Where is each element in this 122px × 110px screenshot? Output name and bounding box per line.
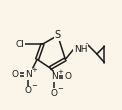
Text: N: N (51, 72, 58, 81)
Text: N: N (25, 70, 32, 79)
Text: −: − (31, 83, 37, 90)
Text: NH: NH (74, 45, 87, 54)
Text: O: O (12, 70, 19, 79)
Text: Cl: Cl (15, 40, 24, 49)
Text: −: − (57, 86, 63, 92)
Text: +: + (31, 67, 37, 73)
Text: O: O (64, 72, 71, 81)
Text: O: O (25, 86, 32, 95)
Text: +: + (57, 69, 63, 75)
Text: O: O (51, 89, 58, 97)
Text: S: S (55, 30, 61, 40)
